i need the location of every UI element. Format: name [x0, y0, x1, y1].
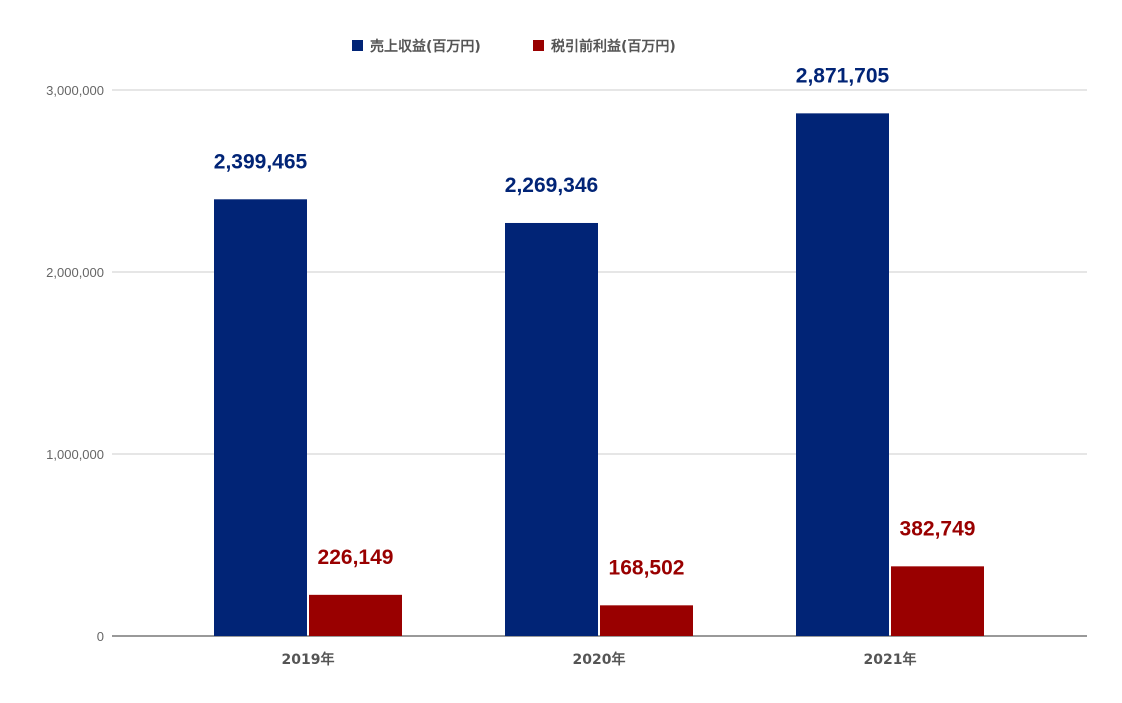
legend-swatch: [533, 40, 544, 51]
x-tick-label: 2019年: [282, 651, 335, 668]
bar-series-2-2020年: [600, 605, 693, 636]
y-tick-label: 1,000,000: [46, 447, 104, 462]
legend-entry: 税引前利益(百万円): [551, 38, 676, 55]
data-label: 226,149: [318, 546, 394, 569]
x-axis-ticks: 2019年 2020年 2021年: [282, 651, 917, 668]
y-tick-label: 0: [97, 629, 104, 644]
x-tick-label: 2021年: [864, 651, 917, 668]
y-tick-label: 2,000,000: [46, 265, 104, 280]
data-label: 2,269,346: [505, 174, 598, 197]
legend-entry: 売上収益(百万円): [370, 38, 481, 55]
bars: [214, 113, 984, 637]
y-tick-label: 3,000,000: [46, 83, 104, 98]
legend-swatch: [352, 40, 363, 51]
bar-series-1-2020年: [505, 222, 598, 636]
x-tick-label: 2020年: [573, 651, 626, 668]
data-label: 382,749: [900, 517, 976, 540]
bar-series-1-2021年: [796, 113, 889, 637]
bar-series-2-2021年: [891, 566, 984, 636]
data-label: 168,502: [609, 556, 685, 579]
legend: 売上収益(百万円) 税引前利益(百万円): [352, 38, 676, 55]
bar-series-1-2019年: [214, 199, 307, 636]
data-label: 2,871,705: [796, 64, 890, 87]
data-label: 2,399,465: [214, 150, 308, 173]
data-labels: 2,399,465 226,149 2,269,346 168,502 2,871,70…: [214, 64, 976, 579]
y-axis-ticks: 0 1,000,000 2,000,000 3,000,000: [46, 83, 104, 644]
bar-series-2-2019年: [309, 594, 402, 636]
